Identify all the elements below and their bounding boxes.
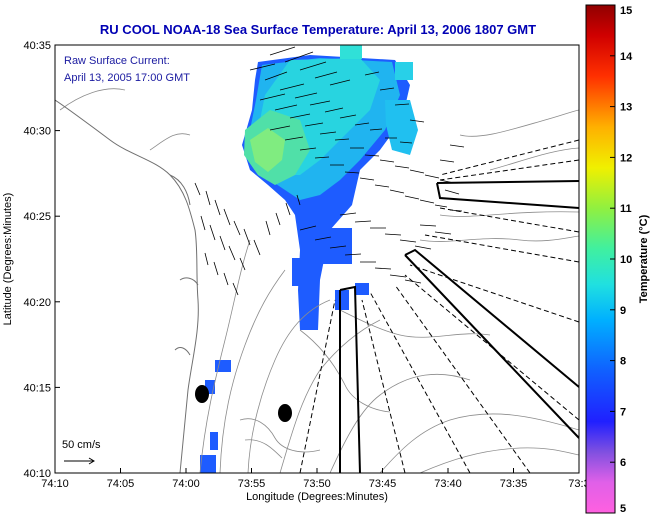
y-tick-label: 40:30 [23, 126, 51, 138]
x-tick-label: 74:10 [41, 478, 69, 490]
x-tick-label: 74:05 [107, 478, 135, 490]
y-axis: 40:35 40:30 40:25 40:20 40:15 40:10 [23, 40, 60, 480]
x-tick-label: 73:3 [568, 478, 589, 490]
colorbar-tick-label: 13 [620, 102, 632, 114]
colorbar-label: Temperature (°C) [638, 214, 650, 303]
y-tick-label: 40:15 [23, 382, 51, 394]
radar-sectors [299, 139, 579, 473]
y-axis-label: Latitude (Degrees:Minutes) [2, 193, 14, 326]
sst-field [200, 45, 418, 473]
scale-arrow [64, 457, 95, 465]
colorbar-tick-label: 11 [620, 203, 632, 215]
bathymetry-contours [59, 88, 579, 473]
current-vectors [194, 46, 465, 296]
map-layers [55, 45, 579, 473]
x-tick-label: 73:40 [434, 478, 462, 490]
colorbar-tick-label: 9 [620, 305, 626, 317]
x-tick-label: 74:00 [172, 478, 200, 490]
colorbar-tick-label: 14 [620, 51, 633, 63]
scale-label: 50 cm/s [62, 439, 101, 451]
colorbar-ticks: 15 14 13 12 11 10 9 8 7 6 5 [610, 4, 633, 515]
x-tick-label: 73:35 [500, 478, 528, 490]
colorbar-tick-label: 10 [620, 254, 632, 266]
colorbar-tick-label: 5 [620, 503, 626, 515]
coastline [55, 99, 199, 473]
map-title: RU COOL NOAA-18 Sea Surface Temperature:… [100, 22, 536, 37]
current-annotation: Raw Surface Current: [64, 55, 170, 67]
x-tick-label: 73:45 [369, 478, 397, 490]
x-axis-label: Longitude (Degrees:Minutes) [246, 491, 388, 503]
station-marker [278, 404, 292, 422]
station-marker [195, 385, 209, 403]
y-tick-label: 40:10 [23, 468, 51, 480]
x-tick-label: 73:50 [303, 478, 331, 490]
y-tick-label: 40:35 [23, 40, 51, 52]
colorbar-tick-label: 8 [620, 356, 626, 368]
x-tick-label: 73:55 [238, 478, 266, 490]
y-tick-label: 40:25 [23, 211, 51, 223]
x-axis: 74:10 74:05 74:00 73:55 73:50 73:45 73:40 73:35… [41, 468, 590, 490]
colorbar-tick-label: 12 [620, 152, 632, 164]
colorbar-tick-label: 7 [620, 406, 626, 418]
current-annotation-date: April 13, 2005 17:00 GMT [64, 72, 190, 84]
y-tick-label: 40:20 [23, 297, 51, 309]
colorbar-tick-label: 15 [620, 5, 632, 17]
colorbar-tick-label: 6 [620, 457, 626, 469]
